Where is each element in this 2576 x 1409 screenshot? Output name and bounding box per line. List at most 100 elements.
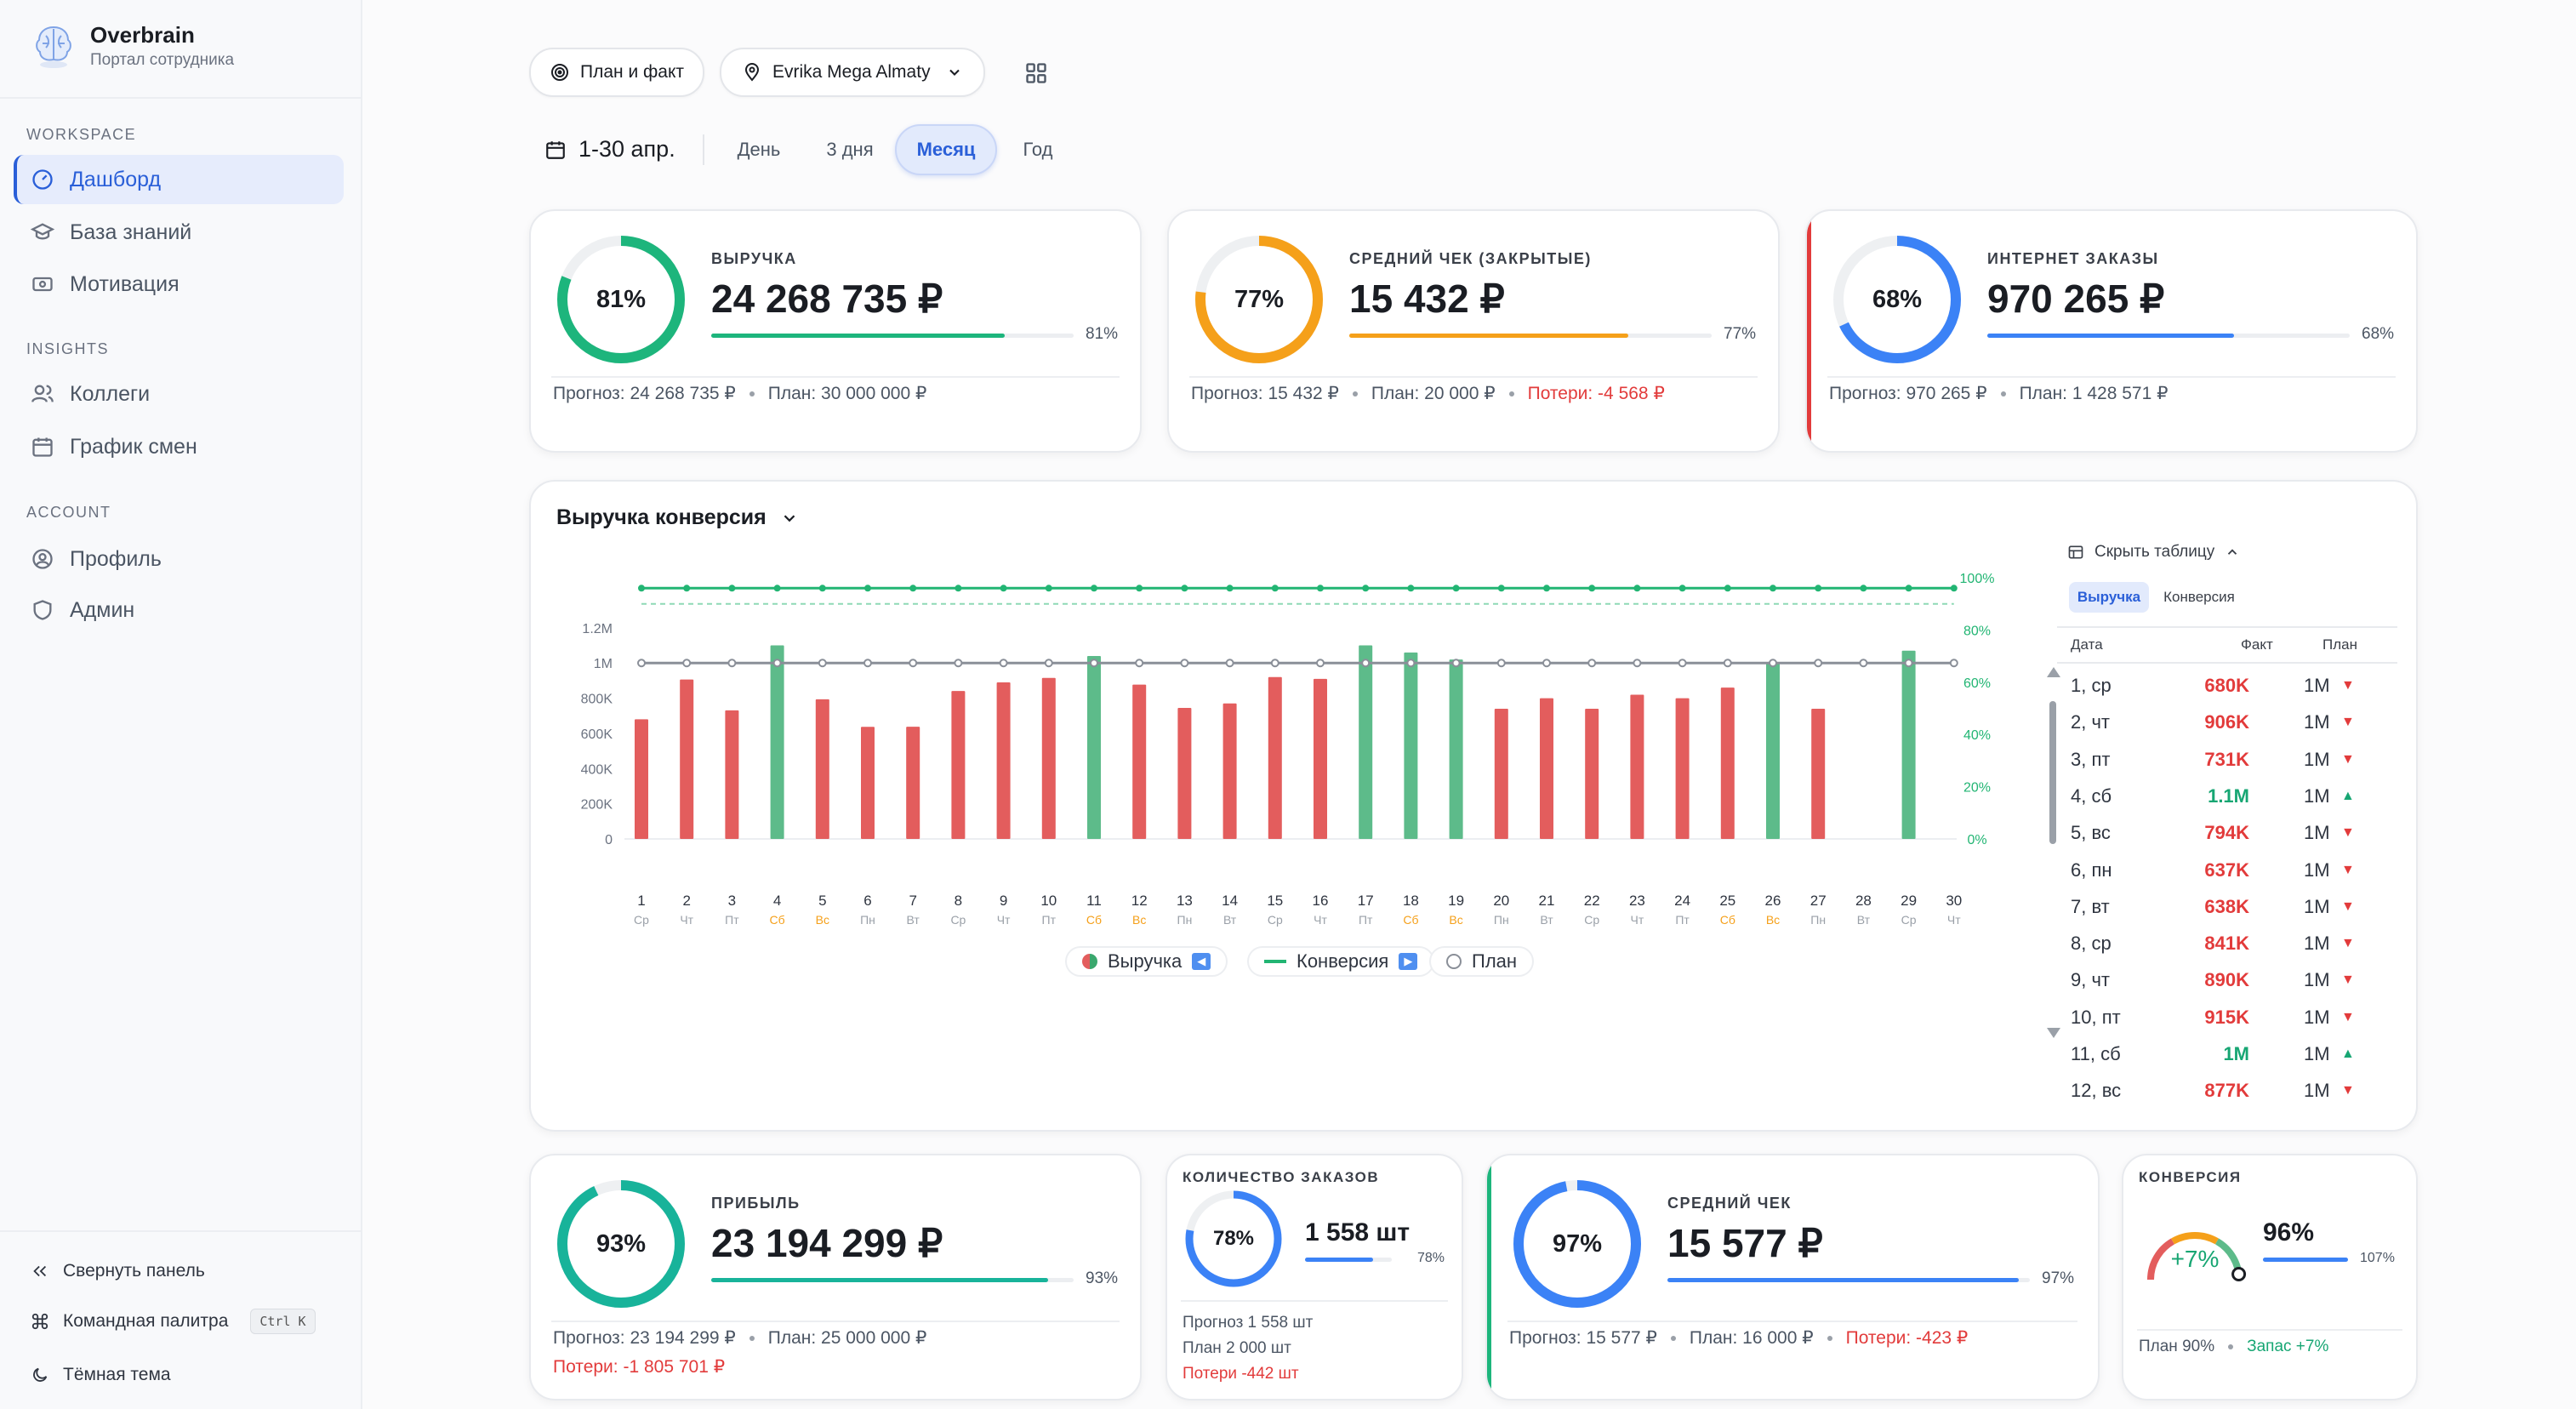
conversion-point[interactable]: [909, 585, 917, 592]
table-row[interactable]: 2, чт 906K 1M ▼: [2057, 704, 2372, 741]
revenue-bar[interactable]: [1811, 708, 1826, 839]
conversion-point[interactable]: [1271, 585, 1279, 592]
plan-point[interactable]: [1859, 659, 1868, 668]
scrollbar-thumb[interactable]: [2049, 701, 2056, 844]
conversion-point[interactable]: [1815, 585, 1822, 592]
scroll-up-arrow-icon[interactable]: [2047, 667, 2060, 677]
revenue-bar[interactable]: [951, 691, 966, 839]
plan-point[interactable]: [1814, 659, 1823, 668]
scroll-down-arrow-icon[interactable]: [2047, 1028, 2060, 1038]
plan-point[interactable]: [1496, 659, 1506, 668]
conversion-point[interactable]: [1543, 585, 1550, 592]
nav-item-knowledge-base[interactable]: База знаний: [14, 208, 344, 257]
plan-point[interactable]: [999, 659, 1008, 668]
conversion-point[interactable]: [728, 585, 736, 592]
revenue-bar[interactable]: [1630, 694, 1644, 839]
conversion-point[interactable]: [818, 585, 826, 592]
conversion-point[interactable]: [1950, 585, 1958, 592]
range-tab-year[interactable]: Год: [1023, 139, 1053, 160]
nav-item-dashboard[interactable]: Дашборд: [14, 155, 344, 204]
revenue-bar[interactable]: [906, 727, 920, 839]
dark-theme-toggle[interactable]: Тёмная тема: [31, 1365, 171, 1385]
conversion-point[interactable]: [1678, 585, 1686, 592]
nav-item-colleagues[interactable]: Коллеги: [14, 369, 344, 419]
table-tab-conversion[interactable]: Конверсия: [2163, 589, 2235, 605]
conversion-point[interactable]: [1136, 585, 1143, 592]
revenue-bar[interactable]: [1132, 684, 1147, 839]
revenue-bar[interactable]: [635, 719, 648, 839]
period-picker[interactable]: 1-30 апр.: [544, 136, 675, 163]
conversion-point[interactable]: [683, 585, 691, 592]
table-row[interactable]: 7, вт 638K 1M ▼: [2057, 889, 2372, 926]
plan-point[interactable]: [772, 659, 782, 668]
revenue-bar[interactable]: [1675, 698, 1690, 839]
revenue-bar[interactable]: [1177, 707, 1192, 839]
conversion-point[interactable]: [864, 585, 871, 592]
plan-point[interactable]: [1225, 659, 1234, 668]
nav-item-motivation[interactable]: Мотивация: [14, 260, 344, 309]
revenue-bar[interactable]: [1766, 663, 1780, 839]
range-tab-day[interactable]: День: [737, 139, 781, 160]
plan-point[interactable]: [1542, 659, 1551, 668]
conversion-point[interactable]: [1724, 585, 1731, 592]
conversion-point[interactable]: [1045, 585, 1052, 592]
plan-point[interactable]: [1135, 659, 1144, 668]
table-row[interactable]: 4, сб 1.1M 1M ▲: [2057, 779, 2372, 815]
conversion-point[interactable]: [1362, 585, 1370, 592]
conversion-point[interactable]: [1091, 585, 1097, 592]
plan-point[interactable]: [1678, 659, 1687, 668]
nav-item-profile[interactable]: Профиль: [14, 534, 344, 584]
table-row[interactable]: 5, вс 794K 1M ▼: [2057, 815, 2372, 852]
plan-point[interactable]: [863, 659, 872, 668]
nav-item-shift-schedule[interactable]: График смен: [14, 422, 344, 471]
plan-point[interactable]: [1904, 659, 1913, 668]
table-tab-revenue[interactable]: Выручка: [2069, 582, 2149, 613]
plan-point[interactable]: [1587, 659, 1597, 668]
conversion-point[interactable]: [1226, 585, 1234, 592]
conversion-point[interactable]: [1000, 585, 1007, 592]
plan-point[interactable]: [1316, 659, 1325, 668]
conversion-point[interactable]: [1770, 585, 1776, 592]
legend-plan[interactable]: План: [1429, 946, 1535, 977]
revenue-bar[interactable]: [1540, 698, 1553, 839]
plan-point[interactable]: [1451, 659, 1461, 668]
plan-point[interactable]: [1361, 659, 1371, 668]
plan-point[interactable]: [1090, 659, 1098, 668]
chart-title-dropdown[interactable]: Выручка конверсия: [556, 505, 799, 530]
legend-conversion[interactable]: Конверсия ▶: [1247, 946, 1435, 977]
plan-point[interactable]: [637, 659, 646, 668]
revenue-bar[interactable]: [1087, 655, 1101, 839]
conversion-point[interactable]: [1905, 585, 1912, 592]
conversion-point[interactable]: [955, 585, 962, 592]
plan-point[interactable]: [1949, 659, 1958, 668]
conversion-point[interactable]: [1407, 585, 1415, 592]
table-row[interactable]: 9, чт 890K 1M ▼: [2057, 962, 2372, 999]
revenue-bar[interactable]: [1268, 676, 1282, 839]
conversion-point[interactable]: [1860, 585, 1867, 592]
range-tab-month[interactable]: Месяц: [895, 124, 997, 175]
plan-point[interactable]: [1270, 659, 1279, 668]
plan-point[interactable]: [909, 659, 918, 668]
plan-point[interactable]: [1180, 659, 1189, 668]
revenue-bar[interactable]: [815, 699, 829, 839]
layout-grid-icon[interactable]: [1024, 61, 1048, 85]
revenue-bar[interactable]: [1222, 703, 1237, 839]
command-palette-button[interactable]: Командная палитра Ctrl K: [31, 1309, 316, 1334]
plan-point[interactable]: [727, 659, 737, 668]
revenue-bar[interactable]: [725, 710, 739, 839]
nav-item-admin[interactable]: Админ: [14, 585, 344, 635]
revenue-bar[interactable]: [1494, 708, 1508, 839]
conversion-point[interactable]: [1633, 585, 1641, 592]
plan-point[interactable]: [682, 659, 692, 668]
brand[interactable]: Overbrain Портал сотрудника: [32, 22, 234, 70]
revenue-bar[interactable]: [1449, 659, 1463, 839]
table-row[interactable]: 11, сб 1M 1M ▲: [2057, 1036, 2372, 1073]
table-row[interactable]: 3, пт 731K 1M ▼: [2057, 742, 2372, 779]
table-row[interactable]: 6, пн 637K 1M ▼: [2057, 853, 2372, 889]
conversion-point[interactable]: [773, 585, 781, 592]
revenue-bar[interactable]: [1404, 652, 1418, 839]
revenue-bar[interactable]: [861, 727, 875, 839]
table-scrollbar[interactable]: [2045, 667, 2060, 1041]
hide-table-button[interactable]: Скрыть таблицу: [2067, 543, 2250, 562]
revenue-bar[interactable]: [996, 682, 1011, 839]
